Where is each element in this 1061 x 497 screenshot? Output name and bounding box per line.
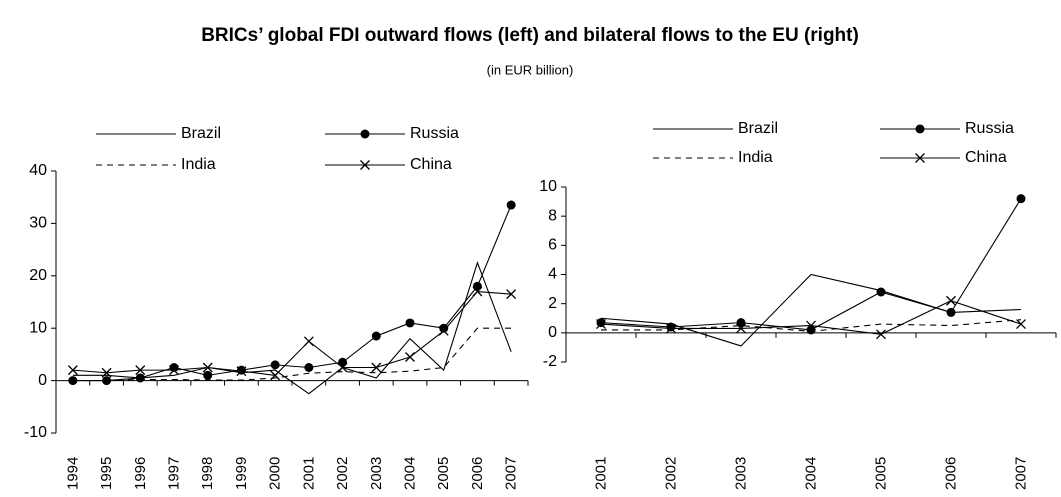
x-tick-label: 2003 bbox=[368, 457, 385, 490]
marker bbox=[270, 360, 280, 370]
x-tick-label: 2001 bbox=[300, 457, 317, 490]
marker bbox=[270, 370, 281, 381]
x-tick-label: 2001 bbox=[593, 457, 610, 490]
marker bbox=[202, 362, 213, 373]
marker bbox=[946, 295, 956, 306]
marker bbox=[360, 160, 370, 170]
marker bbox=[506, 200, 516, 210]
marker bbox=[405, 352, 415, 362]
marker bbox=[806, 320, 816, 331]
x-tick-label: 2007 bbox=[1013, 457, 1030, 490]
chart-title: BRICs’ global FDI outward flows (left) a… bbox=[201, 25, 859, 46]
marker bbox=[101, 367, 112, 378]
y-tick-label: 10 bbox=[539, 178, 557, 195]
x-tick-label: 1995 bbox=[98, 457, 115, 490]
marker bbox=[876, 287, 886, 297]
y-tick-label: -10 bbox=[24, 424, 47, 441]
marker bbox=[946, 307, 956, 317]
x-tick-label: 2003 bbox=[733, 457, 750, 490]
legend-label: China bbox=[410, 156, 452, 173]
legend-label: Brazil bbox=[738, 120, 778, 137]
marker bbox=[915, 153, 925, 163]
x-tick-label: 2007 bbox=[503, 457, 520, 490]
marker bbox=[360, 129, 370, 139]
series-line bbox=[601, 319, 1022, 332]
x-tick-label: 2004 bbox=[803, 457, 820, 490]
marker bbox=[236, 365, 246, 375]
x-tick-label: 1996 bbox=[132, 457, 149, 490]
series-line bbox=[72, 290, 512, 376]
x-tick-label: 1997 bbox=[166, 457, 183, 490]
series-line bbox=[72, 327, 512, 382]
x-tick-label: 2004 bbox=[402, 457, 419, 490]
marker bbox=[506, 289, 517, 300]
x-tick-label: 1999 bbox=[233, 457, 250, 490]
marker bbox=[236, 366, 247, 377]
series-line bbox=[72, 204, 512, 382]
y-tick-label: 20 bbox=[29, 267, 47, 284]
y-tick-label: 0 bbox=[38, 372, 47, 389]
x-tick-label: 2002 bbox=[334, 457, 351, 490]
marker bbox=[203, 370, 213, 380]
y-tick-label: -2 bbox=[543, 353, 557, 370]
marker bbox=[1016, 194, 1026, 204]
y-tick-label: 6 bbox=[548, 237, 557, 254]
marker bbox=[472, 281, 482, 291]
x-tick-label: 2005 bbox=[435, 457, 452, 490]
x-tick-label: 1994 bbox=[64, 457, 81, 490]
marker bbox=[596, 319, 606, 330]
legend-label: Russia bbox=[410, 125, 459, 142]
marker bbox=[876, 329, 886, 340]
legend-label: India bbox=[181, 156, 216, 173]
x-tick-label: 2005 bbox=[873, 457, 890, 490]
legend-label: Russia bbox=[965, 120, 1014, 137]
marker bbox=[67, 365, 78, 376]
marker bbox=[736, 318, 746, 328]
marker bbox=[1016, 319, 1026, 330]
y-tick-label: 40 bbox=[29, 162, 47, 179]
marker bbox=[169, 365, 179, 376]
legend-label: Brazil bbox=[181, 125, 221, 142]
series-line bbox=[600, 273, 1022, 347]
series-line bbox=[600, 198, 1022, 331]
y-tick-label: 0 bbox=[548, 324, 557, 341]
marker bbox=[666, 322, 676, 332]
y-tick-label: 2 bbox=[548, 295, 557, 312]
y-tick-label: 10 bbox=[29, 319, 47, 336]
marker bbox=[596, 318, 606, 328]
marker bbox=[736, 323, 746, 334]
marker bbox=[405, 318, 415, 328]
x-tick-label: 1998 bbox=[199, 457, 216, 490]
marker bbox=[666, 323, 676, 334]
marker bbox=[337, 362, 348, 373]
marker bbox=[472, 286, 483, 297]
marker bbox=[303, 336, 314, 347]
x-tick-label: 2002 bbox=[663, 457, 680, 490]
series-line bbox=[72, 261, 512, 395]
marker bbox=[806, 325, 816, 335]
marker bbox=[438, 325, 449, 336]
y-tick-label: 4 bbox=[548, 266, 557, 283]
marker bbox=[371, 331, 381, 341]
marker bbox=[915, 124, 925, 134]
legend-label: India bbox=[738, 149, 773, 166]
x-tick-label: 2006 bbox=[469, 457, 486, 490]
marker bbox=[304, 363, 314, 372]
marker bbox=[371, 362, 382, 373]
chart-subtitle: (in EUR billion) bbox=[487, 62, 574, 77]
x-tick-label: 2006 bbox=[943, 457, 960, 490]
marker bbox=[439, 323, 449, 333]
y-tick-label: 30 bbox=[29, 215, 47, 232]
marker bbox=[135, 365, 146, 376]
legend-label: China bbox=[965, 149, 1007, 166]
x-tick-label: 2000 bbox=[267, 457, 284, 490]
y-tick-label: 8 bbox=[548, 207, 557, 224]
marker bbox=[135, 373, 145, 383]
